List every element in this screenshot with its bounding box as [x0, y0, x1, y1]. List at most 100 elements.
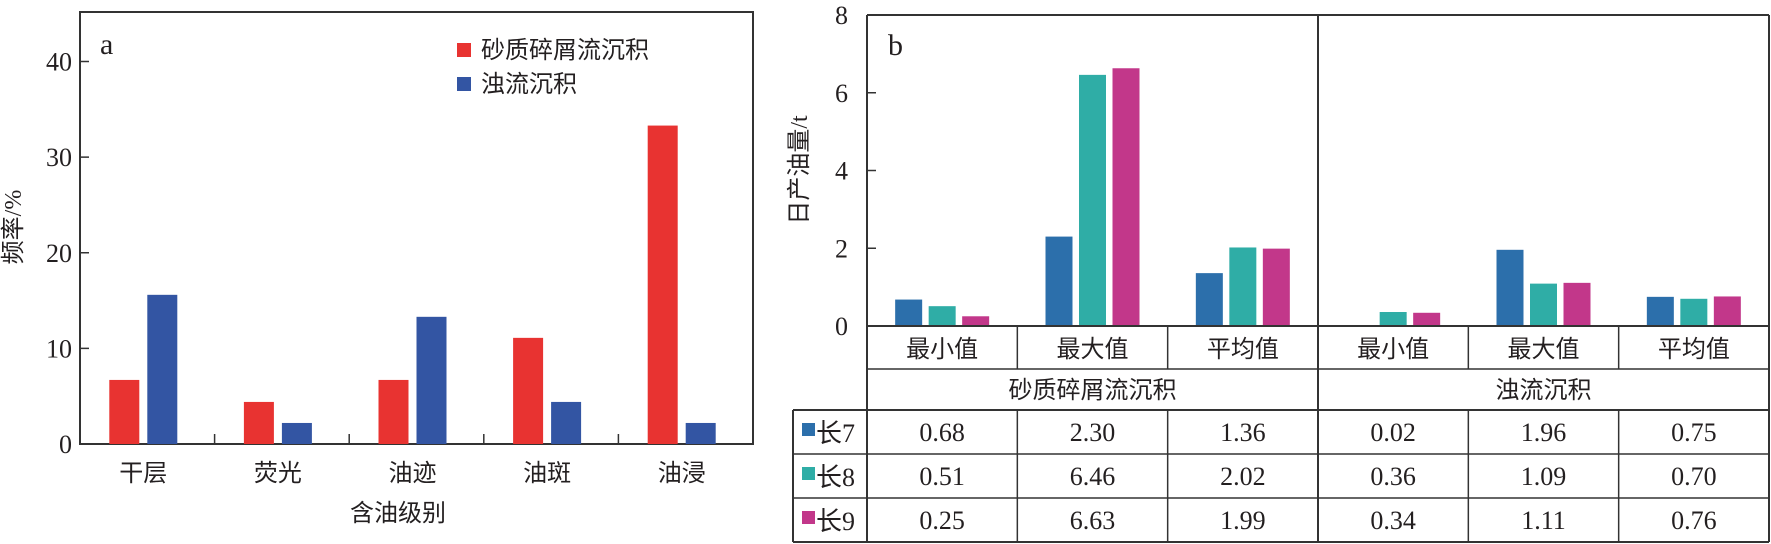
bar-长8: [1229, 247, 1257, 326]
panel-b-data-table: 长7 0.68 2.30 1.36 0.02 1.96 0.75 长8 0.51 6.46 2.02…: [802, 418, 1717, 536]
legend-swatch: [802, 467, 815, 480]
bar-长9: [1262, 248, 1290, 326]
bar-长8: [1379, 312, 1407, 326]
table-cell: 0.51: [919, 462, 965, 491]
y-tick-label: 40: [46, 48, 72, 77]
legend-label-sandy-debris: 砂质碎屑流沉积: [481, 37, 649, 64]
y-tick-label: 2: [835, 234, 848, 263]
bar-sandy-debris: [513, 337, 544, 444]
bar-长7: [1496, 249, 1524, 326]
legend-swatch: [802, 511, 815, 524]
table-cell: 2.02: [1220, 462, 1266, 491]
category-label: 干层: [119, 461, 167, 487]
category-label: 最小值: [906, 336, 978, 363]
legend-swatch-sandy-debris: [457, 43, 471, 57]
y-tick-label: 0: [59, 430, 72, 459]
category-label: 最大值: [1057, 336, 1129, 363]
bar-长9: [962, 316, 990, 326]
category-label: 油斑: [523, 460, 571, 487]
panel-b-table-grid: [792, 14, 1770, 543]
bar-长7: [1646, 296, 1674, 326]
table-row: 长9 0.25 6.63 1.99 0.34 1.11 0.76: [802, 506, 1717, 536]
category-label: 最小值: [1357, 336, 1429, 363]
row-label: 长9: [816, 507, 855, 536]
table-cell: 0.34: [1370, 506, 1416, 535]
panel-a-category-labels: 干层 荧光 油迹 油斑 油浸: [119, 460, 705, 487]
y-tick-label: 20: [46, 239, 72, 268]
panel-b-bars: [895, 68, 1741, 327]
table-cell: 1.96: [1521, 418, 1567, 447]
panel-b-label: b: [888, 29, 903, 62]
bar-sandy-debris: [378, 379, 409, 444]
panel-a-legend: 砂质碎屑流沉积 浊流沉积: [457, 37, 649, 98]
table-cell: 1.11: [1521, 506, 1566, 535]
bar-sandy-debris: [109, 379, 140, 444]
bar-sandy-debris: [647, 125, 678, 444]
bar-长9: [1112, 68, 1140, 326]
table-row: 长7 0.68 2.30 1.36 0.02 1.96 0.75: [802, 418, 1717, 448]
panel-a-bars: [109, 125, 716, 444]
table-cell: 0.70: [1671, 462, 1717, 491]
bar-长9: [1413, 312, 1441, 326]
panel-b: 0 2 4 6 8 日产油量/t b 最小值 最大值 平均值 最小值 最大值 平均值 砂质碎屑流沉…: [786, 1, 1770, 543]
category-label: 荧光: [254, 460, 302, 487]
table-cell: 0.75: [1671, 418, 1717, 447]
group-label: 浊流沉积: [1496, 377, 1592, 404]
table-cell: 1.99: [1220, 506, 1266, 535]
table-cell: 0.25: [919, 506, 965, 535]
y-tick-label: 30: [46, 143, 72, 172]
table-cell: 0.68: [919, 418, 965, 447]
category-label: 平均值: [1658, 336, 1730, 363]
row-label: 长7: [816, 419, 855, 448]
panel-b-y-axis-label: 日产油量/t: [786, 115, 813, 225]
table-cell: 0.02: [1370, 418, 1416, 447]
table-cell: 6.63: [1070, 506, 1116, 535]
panel-a-x-ticks: [213, 434, 620, 444]
panel-a-y-ticks: 0 10 20 30 40: [46, 48, 89, 459]
category-label: 油迹: [389, 460, 437, 487]
bar-长8: [928, 306, 956, 326]
bar-sandy-debris: [243, 401, 274, 444]
bar-长7: [895, 299, 923, 326]
panel-b-y-ticks: 0 2 4 6 8: [835, 1, 876, 341]
bar-长7: [1195, 273, 1223, 326]
bar-长9: [1713, 296, 1741, 326]
y-tick-label: 4: [835, 157, 848, 186]
row-label: 长8: [816, 463, 855, 492]
panel-b-category-labels: 最小值 最大值 平均值 最小值 最大值 平均值: [906, 336, 1730, 363]
bar-turbidite: [551, 401, 582, 444]
bar-长7: [1045, 236, 1073, 326]
group-label: 砂质碎屑流沉积: [1009, 377, 1177, 404]
bar-长8: [1530, 283, 1557, 326]
panel-a: a 0 10 20 30 40 干层 荧光 油迹 油斑 油浸 含油级别 频率/% 砂质碎屑流沉积…: [0, 11, 754, 527]
y-tick-label: 10: [46, 334, 72, 363]
legend-swatch-turbidite: [457, 77, 471, 91]
legend-swatch: [802, 423, 815, 436]
category-label: 最大值: [1508, 336, 1580, 363]
panel-b-group-labels: 砂质碎屑流沉积 浊流沉积: [1009, 377, 1592, 404]
table-cell: 1.36: [1220, 418, 1266, 447]
category-label: 油浸: [658, 460, 706, 487]
bar-长8: [1079, 74, 1106, 327]
bar-turbidite: [147, 294, 178, 444]
bar-turbidite: [685, 422, 716, 444]
panel-a-x-axis-label: 含油级别: [350, 500, 446, 527]
table-cell: 2.30: [1070, 418, 1116, 447]
panel-a-y-axis-label: 频率/%: [0, 190, 27, 265]
legend-label-turbidite: 浊流沉积: [481, 71, 577, 98]
panel-a-label: a: [100, 28, 113, 61]
bar-长8: [1680, 298, 1708, 326]
y-tick-label: 0: [835, 312, 848, 341]
bar-turbidite: [281, 422, 312, 444]
y-tick-label: 6: [835, 79, 848, 108]
bar-长9: [1563, 282, 1591, 326]
table-cell: 0.36: [1370, 462, 1416, 491]
y-tick-label: 8: [835, 1, 848, 30]
bar-turbidite: [416, 316, 447, 444]
table-row: 长8 0.51 6.46 2.02 0.36 1.09 0.70: [802, 462, 1717, 492]
table-cell: 1.09: [1521, 462, 1567, 491]
table-cell: 0.76: [1671, 506, 1717, 535]
table-cell: 6.46: [1070, 462, 1116, 491]
category-label: 平均值: [1207, 336, 1279, 363]
